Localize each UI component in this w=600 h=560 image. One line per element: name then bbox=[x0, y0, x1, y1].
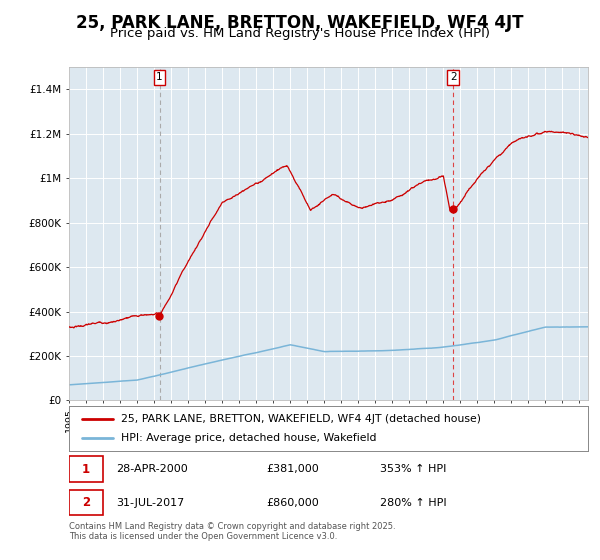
Text: 353% ↑ HPI: 353% ↑ HPI bbox=[380, 464, 447, 474]
Text: 31-JUL-2017: 31-JUL-2017 bbox=[116, 497, 184, 507]
Text: Contains HM Land Registry data © Crown copyright and database right 2025.
This d: Contains HM Land Registry data © Crown c… bbox=[69, 522, 395, 542]
Text: 1: 1 bbox=[82, 463, 90, 475]
Text: 280% ↑ HPI: 280% ↑ HPI bbox=[380, 497, 447, 507]
Text: £381,000: £381,000 bbox=[266, 464, 319, 474]
Text: 28-APR-2000: 28-APR-2000 bbox=[116, 464, 187, 474]
Text: 2: 2 bbox=[450, 72, 457, 82]
Text: £860,000: £860,000 bbox=[266, 497, 319, 507]
Text: 25, PARK LANE, BRETTON, WAKEFIELD, WF4 4JT (detached house): 25, PARK LANE, BRETTON, WAKEFIELD, WF4 4… bbox=[121, 413, 481, 423]
Text: HPI: Average price, detached house, Wakefield: HPI: Average price, detached house, Wake… bbox=[121, 433, 376, 444]
Text: 25, PARK LANE, BRETTON, WAKEFIELD, WF4 4JT: 25, PARK LANE, BRETTON, WAKEFIELD, WF4 4… bbox=[76, 14, 524, 32]
FancyBboxPatch shape bbox=[69, 489, 103, 515]
Text: 2: 2 bbox=[82, 496, 90, 509]
FancyBboxPatch shape bbox=[69, 456, 103, 482]
Text: 1: 1 bbox=[156, 72, 163, 82]
Text: Price paid vs. HM Land Registry's House Price Index (HPI): Price paid vs. HM Land Registry's House … bbox=[110, 27, 490, 40]
